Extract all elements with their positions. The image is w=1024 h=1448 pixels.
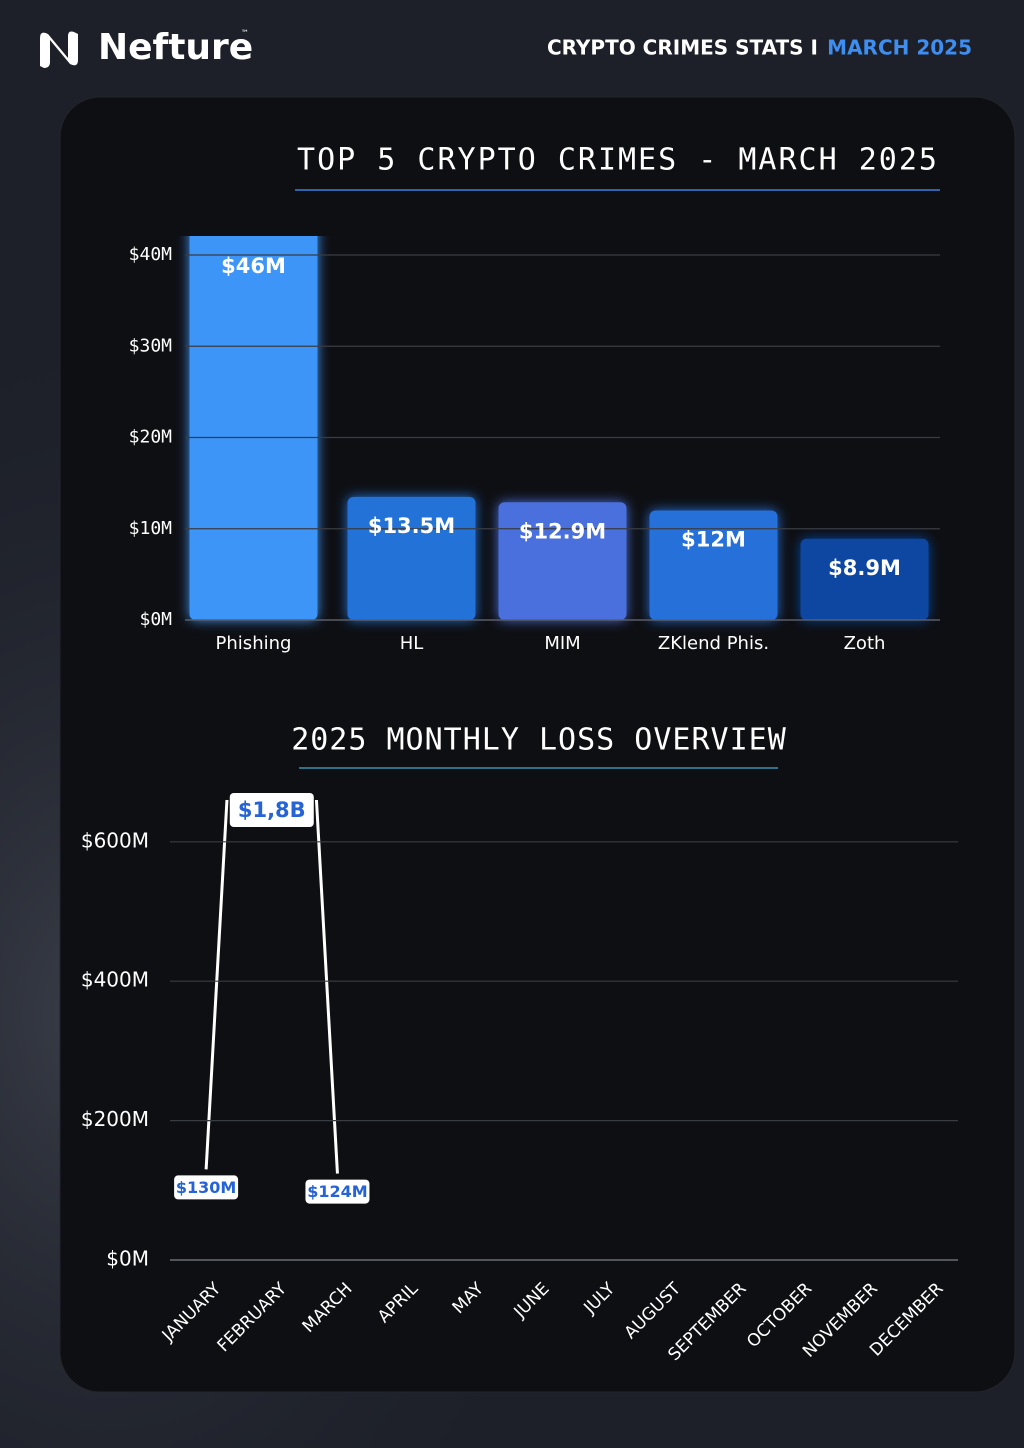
x-tick-label: Zoth	[844, 633, 886, 654]
data-label: $13.5M	[368, 514, 455, 538]
bar	[347, 496, 476, 620]
data-label: $46M	[221, 254, 286, 278]
data-label-box	[305, 1179, 370, 1204]
data-label: $130M	[176, 1178, 236, 1197]
x-tick-label: MIM	[544, 633, 580, 654]
data-label: $12.9M	[519, 519, 606, 543]
bar	[649, 510, 778, 620]
chart-title: 2025 MONTHLY LOSS OVERVIEW	[291, 723, 787, 758]
data-label: $12M	[681, 528, 746, 552]
data-label: $1,8B	[238, 798, 306, 822]
chart-title: TOP 5 CRYPTO CRIMES - MARCH 2025	[297, 143, 939, 178]
y-tick-label: $600M	[81, 828, 149, 852]
y-tick-label: $400M	[81, 968, 149, 992]
bar	[498, 502, 627, 620]
y-tick-label: $30M	[129, 335, 173, 356]
data-label-box	[229, 793, 314, 827]
brand: Nefture	[98, 27, 253, 68]
y-tick-label: $0M	[139, 609, 172, 630]
y-tick-label: $0M	[106, 1247, 149, 1271]
y-tick-label: $40M	[129, 244, 173, 265]
y-tick-label: $20M	[129, 427, 173, 448]
bar	[189, 236, 318, 620]
header-date: MARCH 2025	[827, 36, 972, 60]
data-label-box	[174, 1175, 239, 1200]
trademark: ™	[241, 29, 249, 38]
bar	[800, 538, 929, 620]
data-label: $124M	[307, 1182, 367, 1201]
x-tick-label: ZKlend Phis.	[658, 633, 769, 654]
data-label: $8.9M	[828, 556, 901, 580]
y-tick-label: $200M	[81, 1107, 149, 1131]
logo-icon	[40, 31, 78, 68]
x-tick-label: Phishing	[216, 633, 292, 654]
header-title: CRYPTO CRIMES STATS I	[547, 36, 818, 60]
x-tick-label: HL	[400, 633, 424, 654]
y-tick-label: $10M	[129, 518, 173, 539]
